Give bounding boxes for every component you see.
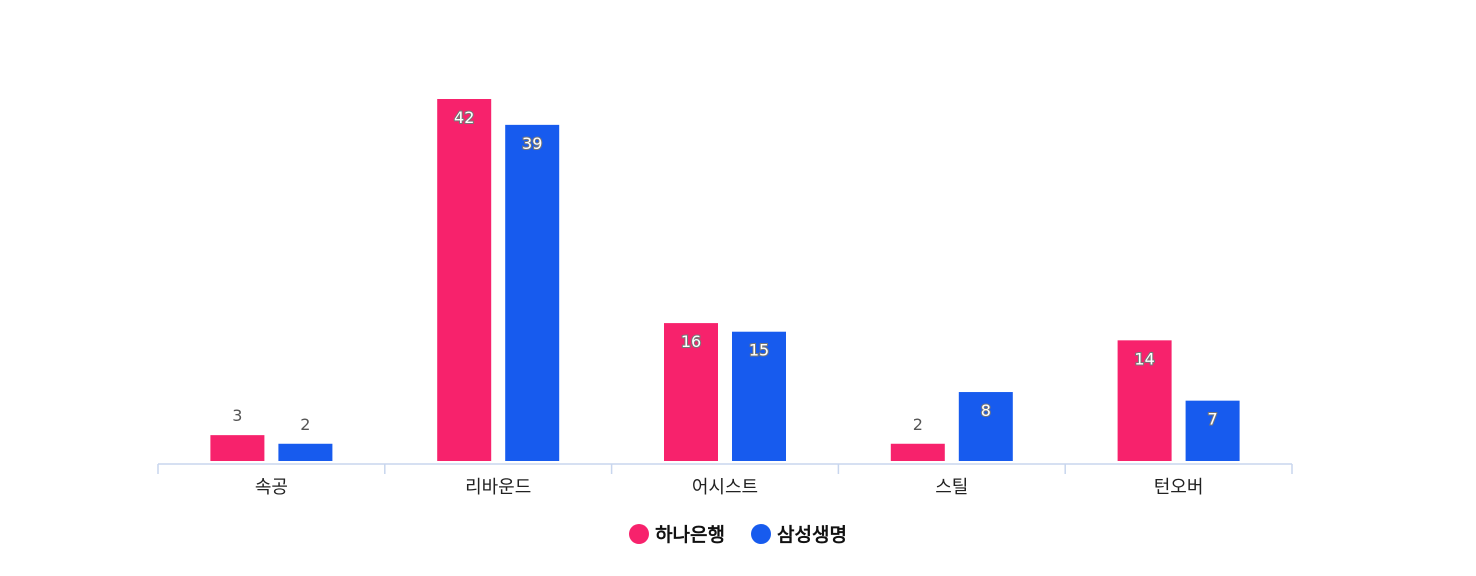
bar-series-1-category-0 [278,443,333,461]
bar-series-0-category-4 [1117,340,1172,461]
legend-label: 삼성생명 [777,524,847,546]
x-tick-label: 속공 [255,477,288,498]
bar-series-0-category-2 [664,323,718,461]
bar-series-1-category-4 [1185,400,1240,461]
data-labels-group: 3 2 42 39 16 15 2 8 14 7 [232,107,1218,434]
bars-group [210,99,1240,461]
bar-series-1-category-2 [732,331,786,461]
data-label: 42 [454,108,474,127]
legend-marker-icon [629,523,650,544]
data-label: 2 [913,415,923,434]
bar-series-0-category-1 [437,99,492,461]
legend-item[interactable]: 하나은행 [629,520,725,547]
bar-series-0-category-0 [210,435,265,461]
bar-series-1-category-1 [505,124,560,461]
x-tick-label: 스틸 [935,477,968,498]
bar-series-0-category-3 [890,443,945,461]
data-label: 3 [232,406,242,425]
data-label: 14 [1134,349,1154,368]
x-tick-label: 리바운드 [465,477,531,498]
data-label: 16 [681,332,701,351]
legend-label: 하나은행 [655,524,725,546]
data-label: 7 [1208,410,1218,429]
data-label: 15 [749,341,769,360]
legend: 하나은행 삼성생명 [0,520,1476,547]
legend-item[interactable]: 삼성생명 [751,520,847,547]
legend-marker-icon [751,523,771,544]
x-axis: 속공 리바운드 어시스트 스틸 턴오버 [157,463,1293,498]
x-tick-label: 어시스트 [692,477,758,498]
x-tick-label: 턴오버 [1154,477,1204,498]
data-label: 2 [300,415,310,434]
data-label: 39 [522,134,542,153]
bar-series-1-category-3 [958,392,1013,461]
data-label: 8 [981,401,991,420]
